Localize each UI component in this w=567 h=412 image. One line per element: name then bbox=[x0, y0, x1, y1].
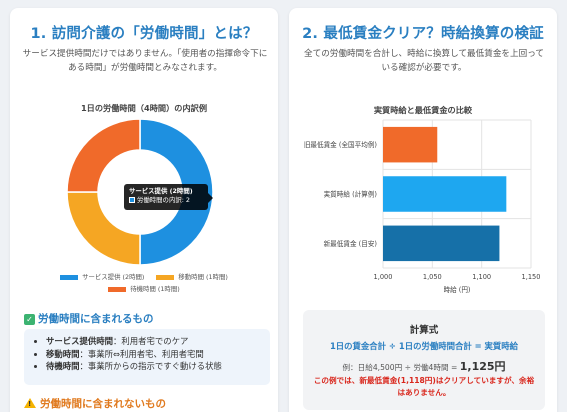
list-item: 待機時間：事業所からの指示ですぐ動ける状態 bbox=[46, 360, 260, 373]
min-wage-card: 2. 最低賃金クリア？時給換算の検証 全ての労働時間を合計し、時給に換算して最低… bbox=[289, 8, 557, 412]
formula-title: 計算式 bbox=[409, 325, 439, 336]
donut-legend-row-1: サービス提供 (2時間) 移動時間 (1時間) bbox=[10, 272, 278, 281]
x-tick-label: 1,000 bbox=[374, 273, 393, 281]
bar[interactable] bbox=[383, 126, 438, 163]
list-item: サービス提供時間：利用者宅でのケア bbox=[46, 335, 260, 348]
legend-item-service[interactable]: サービス提供 (2時間) bbox=[60, 272, 144, 281]
bar-chart-title: 実質時給と最低賃金の比較 bbox=[373, 105, 473, 115]
tooltip-body: 労働時間の内訳: 2 bbox=[137, 196, 190, 204]
working-hours-donut-chart bbox=[67, 119, 213, 265]
legend-label: 待機時間 (1時間) bbox=[130, 285, 180, 293]
x-tick-label: 1,150 bbox=[522, 273, 541, 281]
donut-slice[interactable] bbox=[139, 119, 213, 265]
excluded-heading: ! 労働時間に含まれないもの bbox=[24, 396, 166, 411]
card-title: 2. 最低賃金クリア？時給換算の検証 bbox=[302, 26, 544, 42]
formula-note: この例では、新最低賃金(1,118円)はクリアしていますが、余裕はありません。 bbox=[313, 376, 535, 397]
warning-icon: ! bbox=[24, 398, 36, 408]
x-tick-label: 1,100 bbox=[472, 273, 491, 281]
list-item: 移動時間：事業所⇔利用者宅、利用者宅間 bbox=[46, 348, 260, 361]
bar[interactable] bbox=[383, 176, 507, 212]
x-axis-label: 時給 (円) bbox=[443, 285, 470, 294]
formula-box: 計算式 1日の賃金合計 ÷ 1日の労働時間合計 = 実質時給 例：日給4,500… bbox=[303, 310, 545, 410]
card-description: 全ての労働時間を合計し、時給に換算して最低賃金を上回っている確認が必要です。 bbox=[304, 49, 544, 73]
legend-item-standby[interactable]: 待機時間 (1時間) bbox=[108, 284, 180, 293]
check-icon: ✓ bbox=[24, 314, 35, 325]
bar[interactable] bbox=[383, 225, 500, 262]
donut-legend-row-2: 待機時間 (1時間) bbox=[10, 284, 278, 293]
included-list: サービス提供時間：利用者宅でのケア 移動時間：事業所⇔利用者宅、利用者宅間 待機… bbox=[24, 329, 270, 385]
card-title: 1. 訪問介護の「労働時間」とは？ bbox=[30, 26, 258, 42]
legend-label: 移動時間 (1時間) bbox=[178, 273, 228, 281]
included-heading: ✓ 労働時間に含まれるもの bbox=[24, 311, 154, 326]
donut-slice[interactable] bbox=[67, 119, 141, 193]
tooltip-swatch bbox=[129, 197, 135, 203]
y-category-label: 新最低賃金 (目安) bbox=[324, 239, 377, 248]
working-hours-card: 1. 訪問介護の「労働時間」とは？ サービス提供時間だけではありません。「使用者… bbox=[10, 8, 278, 412]
formula-main: 1日の賃金合計 ÷ 1日の労働時間合計 = 実質時給 bbox=[329, 341, 519, 351]
legend-item-travel[interactable]: 移動時間 (1時間) bbox=[156, 272, 228, 281]
tooltip-title: サービス提供 (2時間) bbox=[129, 187, 193, 195]
chart-tooltip: サービス提供 (2時間) 労働時間の内訳: 2 bbox=[124, 184, 213, 210]
formula-example: 例：日給4,500円 ÷ 労働4時間 = 1,125円 bbox=[342, 360, 506, 373]
y-category-label: 実質時給 (計算例) bbox=[324, 190, 377, 199]
y-category-label: 旧最低賃金 (全国平均例) bbox=[304, 140, 377, 149]
x-tick-label: 1,050 bbox=[423, 273, 442, 281]
donut-chart-title: 1日の労働時間（4時間）の内訳例 bbox=[80, 103, 208, 113]
legend-label: サービス提供 (2時間) bbox=[82, 273, 145, 281]
wage-comparison-bar-chart: 1,000 1,050 1,100 1,150 旧最低賃金 (全国平均例) 実質時給 (計… bbox=[304, 119, 541, 294]
card-description: サービス提供時間だけではありません。「使用者の指揮命令下にある時間」が労働時間と… bbox=[22, 49, 268, 73]
